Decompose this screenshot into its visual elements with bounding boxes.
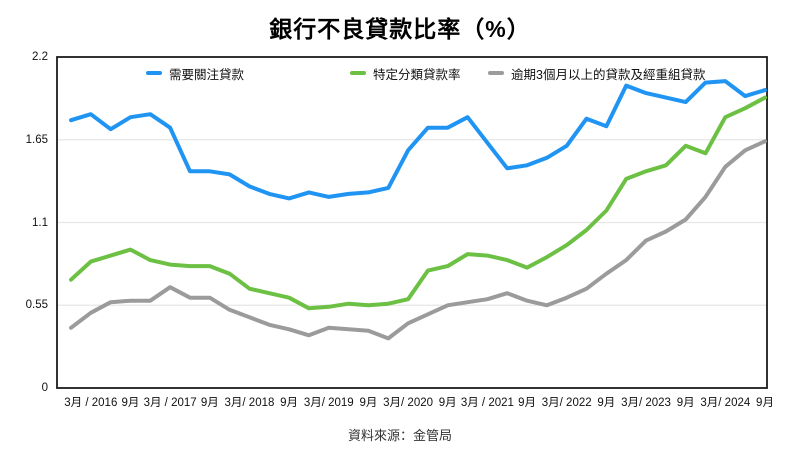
y-tick-label-2.2: 2.2 [32,51,48,63]
legend-item-1[interactable]: 需要關注貸款 [146,66,245,82]
x-tick-label-17: 9月 [756,397,774,409]
x-tick-label-13: 9月 [597,397,616,409]
x-tick-label-16: 3月/ 2024 [700,397,751,409]
x-tick-label-3: 9月 [200,397,219,409]
legend-label: 逾期3個月以上的貸款及經重組貸款 [511,67,706,82]
y-tick-label-0.55: 0.55 [25,299,48,312]
x-tick-label-6: 3月/ 2019 [303,397,354,409]
source-note: 資料來源：金管局 [347,428,452,443]
plot-border [56,56,768,389]
legend-item-2[interactable]: 特定分類貸款率 [350,66,461,82]
x-tick-label-5: 9月 [280,397,299,409]
x-tick-label-10: 3月 / 2021 [460,397,514,409]
x-tick-label-14: 3月/ 2023 [621,397,671,409]
x-tick-label-7: 9月 [359,397,378,409]
legend-dash-icon [488,71,504,75]
chart-title: 銀行不良貸款比率（%） [269,16,531,42]
x-tick-label-4: 3月/ 2018 [224,397,275,409]
series-line-1 [69,79,767,201]
x-tick-label-9: 9月 [438,397,457,409]
legend-dash-icon [350,71,366,75]
legend-label: 特定分類貸款率 [373,67,461,82]
legend-label: 需要關注貸款 [169,67,245,82]
x-tick-label-12: 3月/ 2022 [541,397,592,409]
series-line-3 [69,139,767,341]
x-tick-label-1: 9月 [121,397,140,409]
x-tick-label-2: 3月 / 2017 [143,397,197,409]
x-tick-label-8: 3月/ 2020 [383,397,434,409]
y-tick-label-0: 0 [41,382,48,394]
x-tick-label-15: 9月 [676,397,695,409]
legend-dash-icon [146,71,162,75]
y-tick-label-1.1: 1.1 [32,216,48,229]
y-tick-label-1.65: 1.65 [25,133,48,146]
x-tick-label-11: 9月 [518,397,536,409]
x-tick-label-0: 3月 / 2016 [64,397,118,409]
series-line-2 [69,95,767,311]
legend-item-3[interactable]: 逾期3個月以上的貸款及經重組貸款 [488,66,706,82]
